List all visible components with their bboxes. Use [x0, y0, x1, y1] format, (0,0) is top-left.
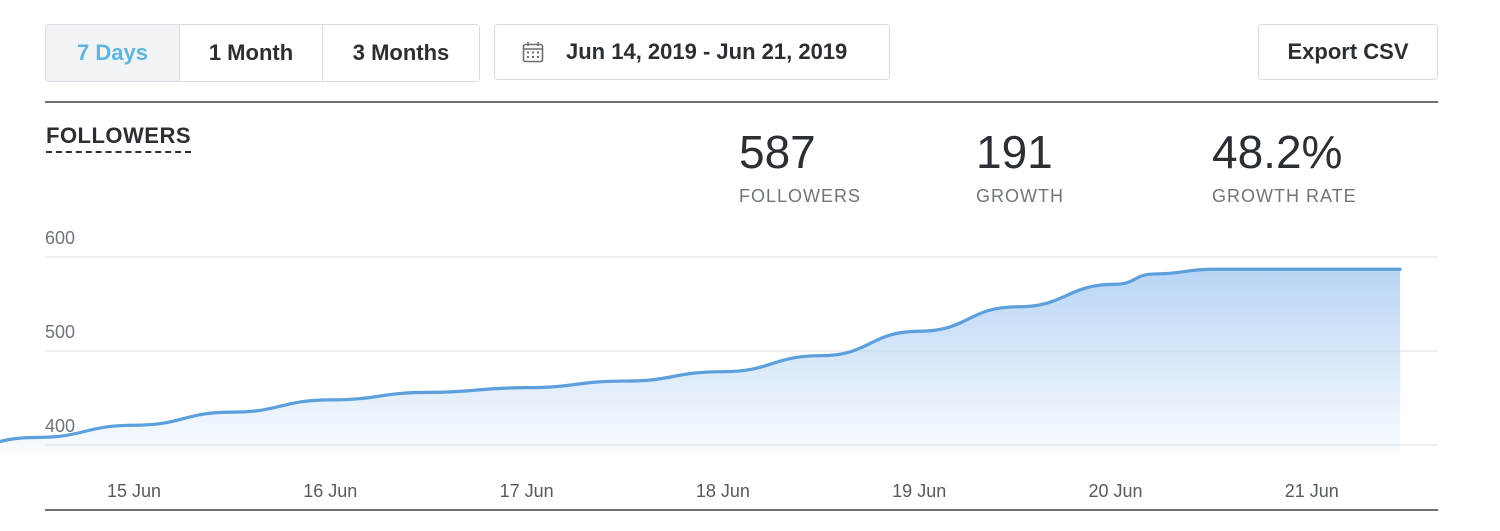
footer-divider: [45, 509, 1438, 511]
stat-growth-value: 191: [976, 126, 1053, 178]
x-tick-label: 17 Jun: [500, 481, 554, 501]
range-3-months-button[interactable]: 3 Months: [323, 25, 479, 81]
date-range-picker[interactable]: Jun 14, 2019 - Jun 21, 2019: [494, 24, 890, 80]
x-tick-label: 15 Jun: [107, 481, 161, 501]
stat-growth-rate-value: 48.2%: [1212, 126, 1343, 178]
range-selector: 7 Days 1 Month 3 Months: [45, 24, 480, 82]
section-title[interactable]: FOLLOWERS: [46, 124, 192, 153]
x-tick-label: 21 Jun: [1285, 481, 1339, 501]
x-tick-label: 20 Jun: [1088, 481, 1142, 501]
range-1-month-button[interactable]: 1 Month: [180, 25, 323, 81]
y-tick-label: 500: [45, 322, 75, 342]
y-tick-label: 600: [45, 228, 75, 248]
stat-growth: 191 GROWTH: [976, 126, 1064, 207]
export-csv-button[interactable]: Export CSV: [1258, 24, 1438, 80]
stat-followers-value: 587: [739, 126, 816, 178]
range-7-days-button[interactable]: 7 Days: [46, 25, 180, 81]
y-tick-label: 400: [45, 416, 75, 436]
stat-followers: 587 FOLLOWERS: [739, 126, 861, 207]
stat-growth-label: GROWTH: [976, 186, 1064, 206]
x-tick-label: 19 Jun: [892, 481, 946, 501]
series-area: [0, 269, 1401, 455]
series-line: [0, 267, 1402, 444]
x-tick-label: 16 Jun: [303, 481, 357, 501]
header-divider: [45, 101, 1438, 103]
stat-growth-rate-label: GROWTH RATE: [1212, 186, 1357, 206]
x-tick-label: 18 Jun: [696, 481, 750, 501]
date-range-label: Jun 14, 2019 - Jun 21, 2019: [566, 39, 848, 64]
calendar-icon: [522, 41, 544, 63]
stat-followers-label: FOLLOWERS: [739, 186, 862, 206]
stat-growth-rate: 48.2% GROWTH RATE: [1212, 126, 1357, 207]
toolbar: 7 Days 1 Month 3 Months Jun 14, 2019 - J…: [45, 24, 1438, 82]
